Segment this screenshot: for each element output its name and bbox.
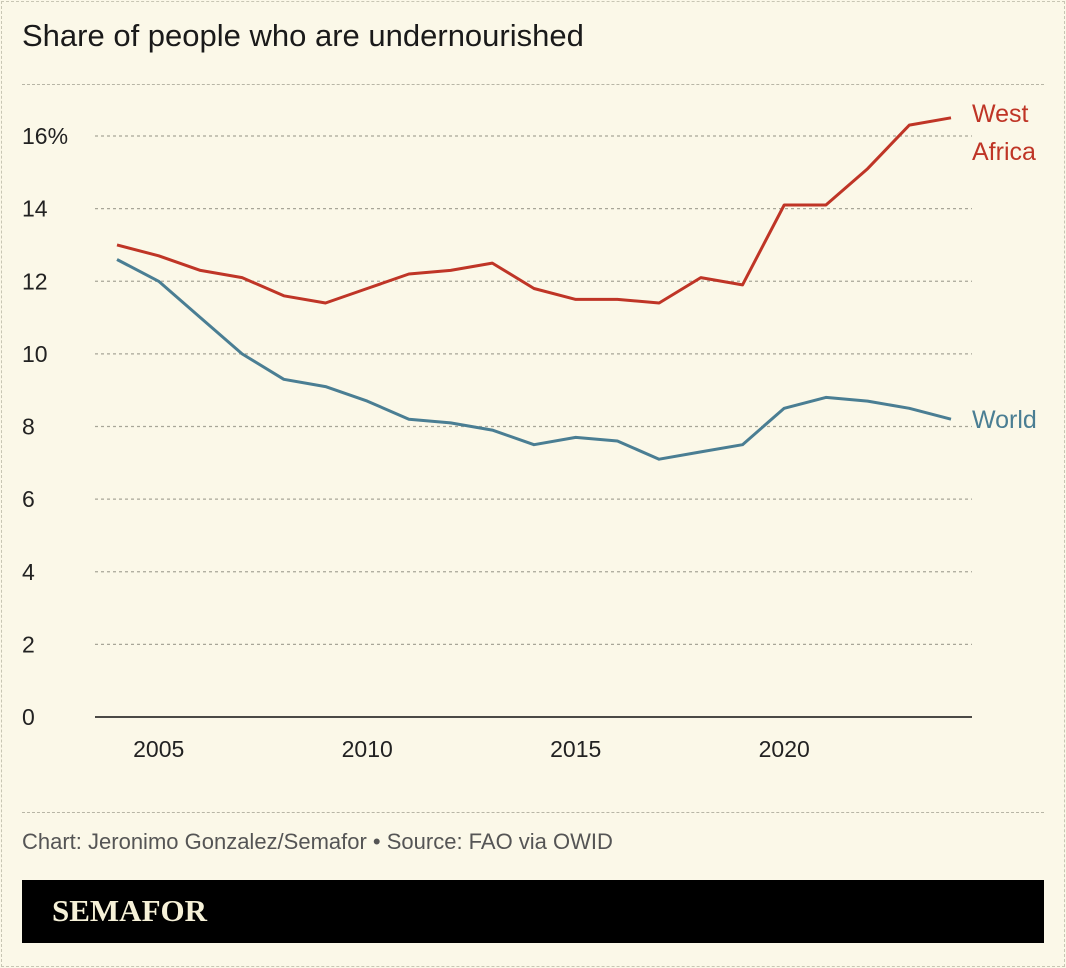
y-tick-label: 10: [22, 341, 48, 367]
y-tick-label: 16%: [22, 123, 68, 149]
y-tick-label: 14: [22, 196, 48, 222]
top-divider: [22, 84, 1044, 85]
y-tick-label: 4: [22, 559, 35, 585]
chart-title: Share of people who are undernourished: [22, 18, 584, 53]
source-credit: Chart: Jeronimo Gonzalez/Semafor • Sourc…: [22, 829, 613, 854]
y-tick-label: 8: [22, 414, 35, 440]
y-tick-label: 6: [22, 486, 35, 512]
y-tick-label: 12: [22, 268, 48, 294]
x-tick-label: 2005: [133, 736, 184, 762]
series-label: Africa: [972, 138, 1036, 166]
series-line-west-africa: [116, 116, 952, 305]
bottom-divider: [22, 812, 1044, 813]
logo-bar: SEMAFOR: [22, 880, 1044, 943]
x-tick-label: 2010: [342, 736, 393, 762]
series-label: World: [972, 406, 1037, 434]
x-tick-label: 2015: [550, 736, 601, 762]
y-tick-label: 0: [22, 704, 35, 730]
series-label: West: [972, 100, 1029, 128]
y-tick-label: 2: [22, 631, 35, 657]
series-line-world: [116, 258, 952, 461]
semafor-logo: SEMAFOR: [52, 893, 207, 928]
x-tick-label: 2020: [759, 736, 810, 762]
